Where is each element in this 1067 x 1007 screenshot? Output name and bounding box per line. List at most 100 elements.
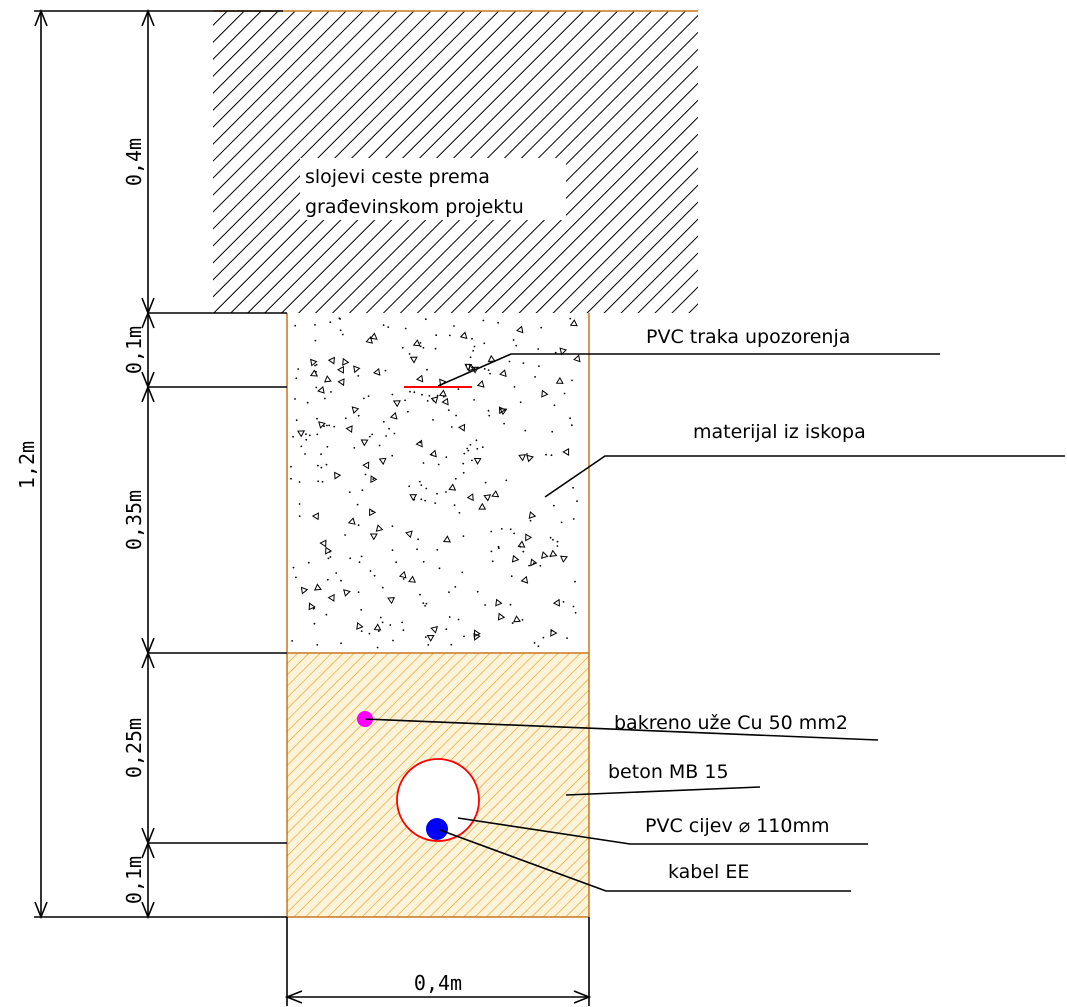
fill-dot	[471, 337, 473, 340]
fill-dot	[513, 532, 515, 535]
fill-dot	[572, 518, 575, 520]
fill-dot	[481, 446, 484, 449]
fill-dot	[424, 318, 427, 321]
fill-dot	[401, 346, 404, 349]
fill-dot	[487, 369, 490, 371]
fill-dot	[420, 484, 423, 486]
copper-rope-label: bakreno uže Cu 50 mm2	[614, 712, 848, 734]
fill-dot	[482, 319, 485, 322]
fill-dot	[469, 356, 472, 359]
fill-dot	[363, 397, 365, 400]
fill-dot	[357, 375, 360, 377]
fill-dot	[297, 368, 300, 370]
fill-aggregate	[369, 533, 378, 541]
fill-dot	[290, 477, 292, 480]
fill-dot	[562, 601, 565, 603]
fill-aggregate	[353, 365, 361, 374]
fill-dot	[292, 566, 295, 569]
fill-dot	[344, 534, 346, 536]
fill-dot	[450, 643, 453, 646]
fill-dot	[391, 454, 394, 457]
fill-dot	[381, 621, 384, 624]
fill-dot	[381, 586, 384, 589]
fill-aggregate	[369, 332, 378, 340]
fill-dot	[367, 395, 370, 397]
fill-dot	[574, 611, 577, 614]
fill-dot	[508, 360, 511, 363]
fill-aggregate	[345, 425, 353, 434]
fill-dot	[304, 453, 306, 455]
fill-dot	[466, 447, 469, 450]
fill-dot	[353, 447, 356, 449]
fill-dot	[426, 400, 429, 402]
fill-dot	[553, 504, 555, 507]
fill-aggregate	[483, 494, 492, 502]
fill-dot	[369, 570, 372, 572]
fill-dot	[368, 632, 371, 635]
fill-dot	[421, 393, 423, 396]
fill-dot	[339, 329, 342, 332]
fill-dot	[325, 613, 328, 616]
fill-dot	[317, 480, 320, 483]
road-label-mask	[300, 158, 566, 220]
fill-dot	[488, 414, 491, 417]
fill-dot	[487, 409, 490, 412]
fill-aggregate	[441, 397, 449, 406]
fill-dot	[449, 334, 451, 337]
fill-dot	[462, 535, 465, 537]
fill-aggregate	[319, 539, 327, 548]
fill-aggregate	[559, 347, 568, 356]
fill-dot	[294, 398, 296, 400]
fill-dot	[305, 438, 308, 441]
fill-dot	[447, 409, 450, 411]
fill-dot	[448, 591, 450, 593]
fill-dot	[364, 473, 367, 476]
fill-dot	[436, 492, 438, 495]
fill-aggregate	[512, 615, 522, 623]
fill-dot	[457, 618, 460, 621]
dim-top-fill: 0,1m	[122, 326, 146, 374]
fill-dot	[314, 364, 316, 367]
fill-aggregate	[518, 454, 527, 462]
fill-dot	[357, 591, 360, 593]
fill-dot	[505, 479, 508, 482]
fill-aggregate	[311, 512, 319, 521]
fill-aggregate	[365, 336, 374, 344]
fill-dot	[340, 642, 342, 645]
fill-dot	[490, 550, 493, 553]
fill-dot	[511, 622, 514, 624]
fill-dot	[512, 339, 515, 341]
fill-dot	[448, 616, 451, 618]
fill-dot	[463, 635, 465, 638]
fill-dot	[453, 504, 456, 507]
fill-dot	[419, 342, 422, 344]
fill-dot	[344, 417, 347, 420]
fill-dot	[324, 397, 326, 400]
fill-dot	[307, 561, 310, 564]
fill-dot	[572, 605, 575, 608]
fill-dot	[316, 433, 319, 436]
fill-aggregate	[491, 490, 500, 498]
fill-dot	[534, 376, 536, 378]
fill-aggregate	[389, 411, 398, 420]
fill-dot	[308, 434, 311, 437]
fill-dot	[425, 487, 428, 490]
fill-dot	[560, 521, 563, 524]
fill-aggregate	[550, 628, 558, 637]
fill-dot	[388, 427, 390, 430]
fill-dot	[408, 485, 411, 488]
fill-dot	[389, 624, 392, 626]
fill-dot	[563, 392, 566, 395]
fill-dot	[509, 528, 512, 531]
fill-aggregate	[369, 508, 377, 517]
fill-dot	[455, 414, 457, 417]
fill-dot	[427, 644, 430, 646]
fill-dot	[305, 433, 307, 435]
fill-aggregate	[487, 354, 496, 363]
fill-dot	[328, 424, 331, 427]
fill-dot	[472, 349, 475, 352]
fill-dot	[484, 481, 487, 484]
fill-aggregate	[334, 471, 342, 480]
fill-dot	[312, 607, 315, 610]
fill-dot	[360, 630, 363, 632]
